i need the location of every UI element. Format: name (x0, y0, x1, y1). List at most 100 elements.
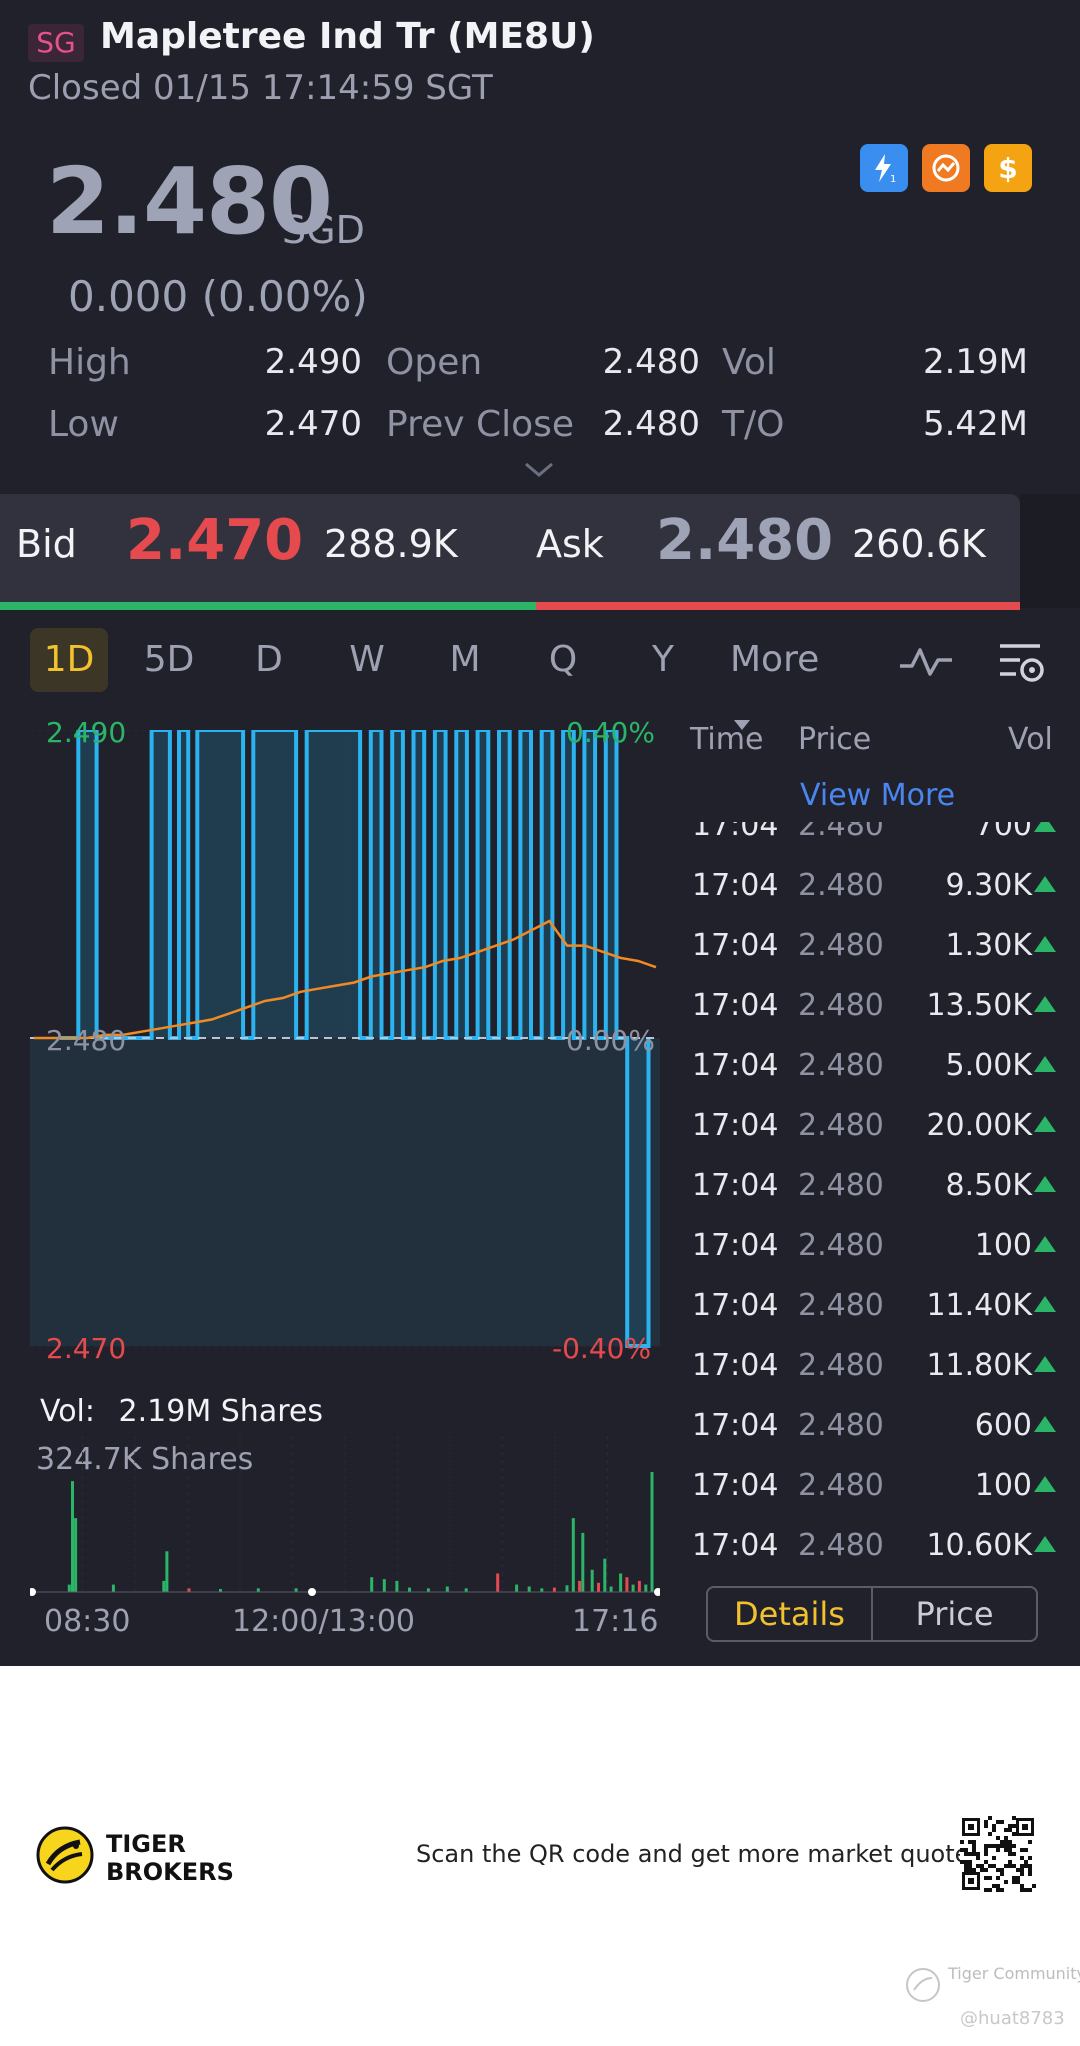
tab-m[interactable]: M (449, 639, 481, 680)
qr-module (1008, 1864, 1012, 1868)
view-more-link[interactable]: View More (800, 778, 956, 813)
chevron-down-icon[interactable] (522, 460, 556, 484)
time-sales-list[interactable]: 17:04 2.480 700 17:04 2.480 9.30K 17:04 2.480 1.… (680, 822, 1060, 1574)
tab-q[interactable]: Q (548, 639, 578, 680)
ts-volume: 20.00K (926, 1108, 1032, 1143)
qr-module (1012, 1832, 1016, 1836)
ts-price: 2.480 (798, 1228, 884, 1263)
ts-time: 17:04 (692, 1288, 779, 1323)
details-price-toggle[interactable]: Details Price (706, 1586, 1038, 1642)
bid-ask-bar[interactable] (0, 494, 1020, 608)
qr-module (1028, 1868, 1032, 1872)
price-tab[interactable]: Price (915, 1595, 994, 1633)
qr-module (972, 1848, 976, 1852)
ts-volume: 13.50K (926, 988, 1032, 1023)
qr-module (996, 1836, 1000, 1840)
ts-header-time: Time (690, 722, 764, 757)
ts-row: 17:04 2.480 9.30K (680, 868, 1060, 908)
market-badge: SG (28, 24, 84, 62)
watermark-text: Tiger Community (948, 1964, 1080, 1983)
vol-value: 2.19M (922, 342, 1028, 382)
volume-bar (294, 1588, 298, 1592)
volume-bar (625, 1577, 629, 1592)
caret-down-icon (734, 720, 750, 730)
orange-chart-icon[interactable] (922, 144, 970, 192)
tab-1d[interactable]: 1D (30, 628, 108, 692)
low-label: Low (48, 404, 119, 445)
open-value: 2.480 (602, 342, 700, 382)
qr-module (1008, 1824, 1012, 1828)
tab-w[interactable]: W (349, 639, 385, 680)
volume-bar (165, 1551, 169, 1592)
qr-module (1012, 1876, 1016, 1880)
volume-label-key: Vol: (40, 1394, 95, 1429)
qr-module (988, 1816, 992, 1820)
svg-text:1: 1 (890, 174, 896, 185)
volume-bar (631, 1584, 635, 1592)
chart-settings-icon[interactable] (996, 640, 1048, 692)
time-marker-mid (308, 1588, 316, 1596)
volume-bar (597, 1582, 600, 1592)
price-change: 0.000 (0.00%) (68, 272, 368, 321)
tab-d[interactable]: D (255, 639, 283, 680)
qr-module (984, 1860, 988, 1864)
qr-module (1024, 1888, 1028, 1892)
high-value: 2.490 (264, 342, 362, 382)
market-status: Closed 01/15 17:14:59 SGT (28, 68, 493, 108)
qr-module (972, 1844, 976, 1848)
low-value: 2.470 (264, 404, 362, 444)
tab-5d[interactable]: 5D (143, 639, 195, 680)
qr-module (1024, 1864, 1028, 1868)
qr-module (1008, 1840, 1012, 1844)
vol-label: Vol (722, 342, 776, 383)
intraday-price-chart[interactable] (30, 730, 660, 1350)
volume-bar (426, 1588, 430, 1592)
qr-module (1020, 1848, 1024, 1852)
last-price: 2.480 (46, 148, 333, 255)
pct-mid-label: 0.00% (566, 1024, 655, 1057)
qr-module (968, 1840, 972, 1844)
volume-bar (603, 1558, 607, 1592)
up-arrow-icon (1034, 1416, 1056, 1432)
volume-max-label: 324.7K Shares (36, 1442, 254, 1477)
ts-price: 2.480 (798, 822, 884, 843)
ts-row: 17:04 2.480 10.60K (680, 1528, 1060, 1568)
qr-module (1012, 1844, 1016, 1848)
qr-module (984, 1848, 988, 1852)
qr-module (996, 1884, 1000, 1888)
stock-name[interactable]: Mapletree Ind Tr (ME8U) (100, 16, 595, 57)
indicator-icon[interactable] (898, 644, 954, 684)
ts-price: 2.480 (798, 1108, 884, 1143)
tab-more[interactable]: More (730, 628, 850, 730)
details-tab[interactable]: Details (708, 1588, 873, 1640)
qr-code-icon[interactable] (960, 1816, 1036, 1892)
qr-module (1000, 1872, 1004, 1876)
ts-row: 17:04 2.480 11.80K (680, 1348, 1060, 1388)
qr-module (1028, 1888, 1032, 1892)
dollar-icon[interactable]: $ (984, 144, 1032, 192)
ts-time: 17:04 (692, 1048, 779, 1083)
volume-bar (581, 1532, 585, 1592)
ts-volume: 5.00K (945, 1048, 1032, 1083)
volume-bar (464, 1588, 468, 1592)
user-handle: @huat8783 (960, 2008, 1065, 2029)
bid-price: 2.470 (126, 508, 304, 573)
qr-module (1004, 1828, 1008, 1832)
qr-module (984, 1844, 988, 1848)
qr-module (1020, 1888, 1024, 1892)
volume-label: Vol: 2.19M Shares (40, 1394, 323, 1429)
ts-volume: 700 (974, 822, 1032, 843)
high-label: High (48, 342, 131, 383)
volume-chart[interactable] (30, 1436, 660, 1598)
scan-text: Scan the QR code and get more market quo… (416, 1840, 982, 1868)
ts-header-price: Price (798, 722, 872, 757)
price-bottom-label: 2.470 (46, 1332, 127, 1365)
ts-volume: 8.50K (945, 1168, 1032, 1203)
qr-module (984, 1888, 988, 1892)
qr-module (988, 1888, 992, 1892)
volume-bar (111, 1584, 115, 1592)
qr-module (992, 1864, 996, 1868)
tab-y[interactable]: Y (652, 639, 674, 680)
lightning-1-icon[interactable]: 1 (860, 144, 908, 192)
qr-module (1004, 1864, 1008, 1868)
